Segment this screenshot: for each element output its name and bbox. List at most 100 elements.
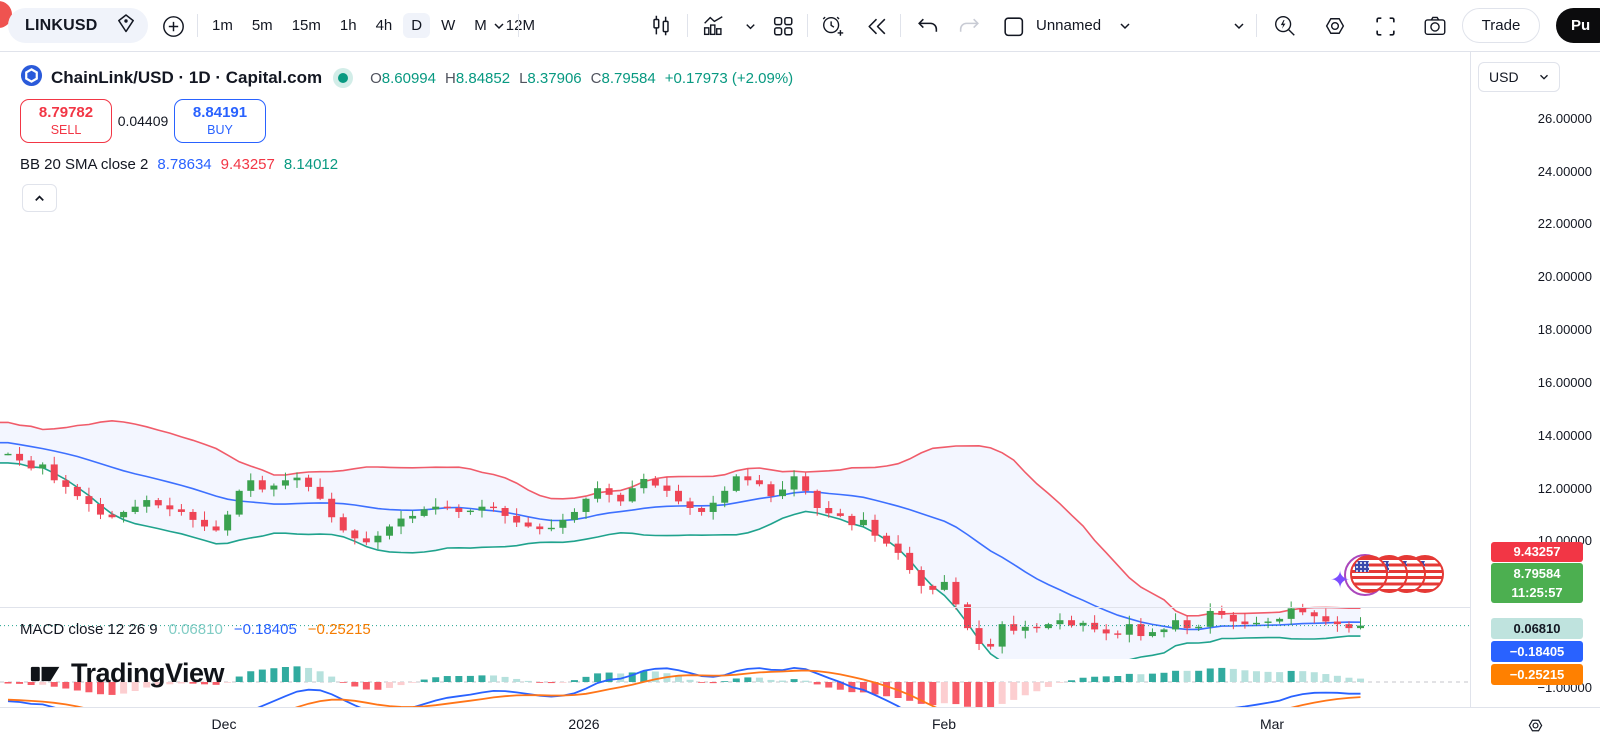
- trade-button[interactable]: Trade: [1462, 8, 1540, 43]
- buy-sell-widget: 8.79782 SELL 0.04409 8.84191 BUY: [20, 99, 266, 143]
- time-tick: Dec: [211, 716, 237, 732]
- currency-dropdown[interactable]: USD: [1478, 62, 1560, 92]
- publish-button[interactable]: Pu: [1556, 8, 1600, 43]
- layout-square-icon[interactable]: [1000, 13, 1026, 39]
- low-value: 8.37906: [527, 69, 582, 87]
- separator: [1256, 14, 1257, 37]
- separator: [518, 14, 519, 37]
- last-price-value: 8.79584: [1513, 566, 1561, 581]
- trade-label: Trade: [1481, 17, 1521, 34]
- indicator-templates-icon[interactable]: [770, 13, 796, 39]
- price-axis[interactable]: USD 26.00000 24.00000 22.00000 20.00000 18.0…: [1470, 52, 1600, 707]
- tradingview-logo: [30, 666, 60, 681]
- create-alert-button[interactable]: [820, 13, 846, 39]
- macd-signal-value: −0.25215: [307, 621, 371, 638]
- price-tick: 24.00000: [1537, 164, 1592, 179]
- price-tick: 18.00000: [1537, 322, 1592, 337]
- interval-1m[interactable]: 1m: [212, 17, 233, 34]
- macd-legend[interactable]: MACD close 12 26 9 0.06810 −0.18405 −0.2…: [20, 621, 371, 638]
- symbol-name: LINKUSD: [25, 16, 98, 34]
- buy-button[interactable]: 8.84191 BUY: [174, 99, 266, 143]
- macd-title: MACD close 12 26 9: [20, 621, 158, 638]
- ohlc-values: O8.60994 H8.84852 L8.37906 C8.79584 +0.1…: [370, 70, 793, 87]
- price-tick: 12.00000: [1537, 481, 1592, 496]
- price-tick: 26.00000: [1537, 111, 1592, 126]
- interval-5m[interactable]: 5m: [251, 17, 273, 34]
- macd-line-value: −0.18405: [233, 621, 297, 638]
- watermark-text: TradingView: [71, 658, 225, 688]
- ai-sparkle-icon[interactable]: ✦: [1330, 567, 1351, 594]
- undo-button[interactable]: [914, 13, 940, 39]
- price-tick: 20.00000: [1537, 269, 1592, 284]
- bollinger-legend[interactable]: BB 20 SMA close 2 8.78634 9.43257 8.1401…: [20, 156, 338, 173]
- bb-basis-value: 8.78634: [157, 156, 212, 173]
- interval-1h[interactable]: 1h: [339, 17, 357, 34]
- macd-signal-axis-label: −0.25215: [1491, 664, 1583, 685]
- time-tick: 2026: [568, 716, 600, 732]
- diamond-icon: [114, 11, 138, 40]
- us-event-coin[interactable]: [1350, 555, 1388, 593]
- bar-replay-button[interactable]: [863, 13, 889, 39]
- open-label: O: [370, 69, 382, 87]
- price-tick: 16.00000: [1537, 375, 1592, 390]
- time-axis[interactable]: Dec 2026 Feb Mar: [0, 707, 1600, 746]
- close-label: C: [590, 69, 602, 87]
- macd-line-axis-label: −0.18405: [1491, 641, 1583, 662]
- top-toolbar: LINKUSD 1m 5m 15m 1h 4h D W M 12M: [0, 0, 1600, 52]
- save-menu-chevron[interactable]: [1226, 13, 1252, 39]
- change-value: +0.17973 (+2.09%): [664, 69, 794, 87]
- tradingview-watermark[interactable]: TradingView: [30, 658, 225, 689]
- settings-gear-icon[interactable]: [1322, 13, 1348, 39]
- interval-4h[interactable]: 4h: [375, 17, 393, 34]
- macd-hist-value: 0.06810: [168, 621, 223, 638]
- bb-lower-value: 8.14012: [283, 156, 339, 173]
- buy-label: BUY: [207, 122, 233, 137]
- chart-canvas[interactable]: [0, 52, 1470, 746]
- sell-price: 8.79782: [38, 103, 94, 121]
- interval-12mo[interactable]: 12M: [505, 17, 535, 34]
- interval-1d-selected[interactable]: D: [403, 13, 431, 38]
- interval-group: 1m 5m 15m 1h 4h D W M 12M: [204, 0, 543, 51]
- interval-menu-chevron[interactable]: [486, 13, 512, 39]
- chart-legend: ChainLink/USD · 1D · Capital.com O8.6099…: [20, 64, 793, 92]
- chainlink-logo: [20, 64, 43, 92]
- time-tick: Feb: [931, 716, 957, 732]
- layout-name-button[interactable]: Unnamed: [1036, 0, 1101, 51]
- price-tick: 22.00000: [1537, 216, 1592, 231]
- sell-label: SELL: [50, 122, 82, 137]
- time-tick: Mar: [1259, 716, 1285, 732]
- interval-15m[interactable]: 15m: [291, 17, 321, 34]
- screenshot-camera-icon[interactable]: [1422, 13, 1448, 39]
- separator: [687, 14, 688, 37]
- event-markers: ✦: [1322, 550, 1444, 600]
- layout-dropdown-chevron[interactable]: [1112, 13, 1138, 39]
- interval-1w[interactable]: W: [441, 17, 456, 34]
- time-axis-gear-icon[interactable]: [1522, 712, 1548, 738]
- buy-price: 8.84191: [192, 103, 248, 121]
- last-price-axis-label: 8.79584 11:25:57: [1491, 563, 1583, 603]
- close-value: 8.79584: [601, 69, 656, 87]
- bb-upper-value: 9.43257: [220, 156, 275, 173]
- low-label: L: [519, 69, 528, 87]
- macd-hist-axis-label: 0.06810: [1491, 618, 1583, 639]
- symbol-search-button[interactable]: LINKUSD: [8, 8, 148, 43]
- interval-1mo[interactable]: M: [474, 17, 487, 34]
- compare-add-button[interactable]: [160, 13, 186, 39]
- symbol-title[interactable]: ChainLink/USD · 1D · Capital.com: [51, 68, 323, 87]
- indicators-button[interactable]: [700, 13, 726, 39]
- currency-label: USD: [1489, 69, 1519, 85]
- redo-button[interactable]: [956, 13, 982, 39]
- indicators-chevron[interactable]: [737, 13, 763, 39]
- chevron-down-icon: [1540, 74, 1548, 80]
- high-label: H: [445, 69, 456, 87]
- separator: [807, 14, 808, 37]
- pane-divider[interactable]: [0, 607, 1600, 608]
- bar-countdown: 11:25:57: [1511, 585, 1563, 600]
- collapse-legend-button[interactable]: [22, 184, 57, 212]
- quick-search-icon[interactable]: [1272, 13, 1298, 39]
- sell-button[interactable]: 8.79782 SELL: [20, 99, 112, 143]
- fullscreen-icon[interactable]: [1372, 13, 1398, 39]
- chart-type-candles-button[interactable]: [648, 13, 674, 39]
- bb-upper-axis-label: 9.43257: [1491, 542, 1583, 562]
